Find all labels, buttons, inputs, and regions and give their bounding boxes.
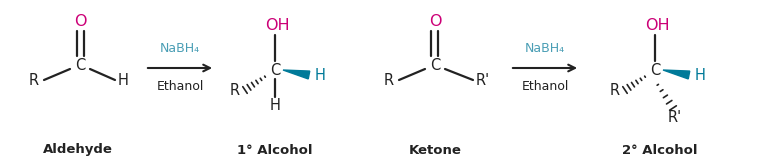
Text: NaBH₄: NaBH₄ [160, 43, 200, 56]
Text: H: H [118, 72, 128, 88]
Text: C: C [430, 57, 440, 72]
Text: R: R [384, 72, 394, 88]
Text: O: O [429, 13, 441, 28]
Text: Ethanol: Ethanol [521, 80, 569, 92]
Text: H: H [315, 68, 326, 83]
Text: O: O [73, 13, 86, 28]
Text: 1° Alcohol: 1° Alcohol [237, 144, 312, 156]
Text: R: R [230, 83, 240, 97]
Text: R: R [29, 72, 39, 88]
Text: R': R' [668, 111, 682, 125]
Text: 2° Alcohol: 2° Alcohol [622, 144, 697, 156]
Text: C: C [270, 63, 280, 77]
Text: NaBH₄: NaBH₄ [525, 43, 565, 56]
Text: C: C [650, 63, 660, 77]
Text: H: H [269, 99, 280, 113]
Text: C: C [75, 57, 85, 72]
Polygon shape [283, 70, 310, 79]
Text: Ketone: Ketone [408, 144, 462, 156]
Polygon shape [663, 70, 690, 79]
Text: Aldehyde: Aldehyde [43, 144, 113, 156]
Text: Ethanol: Ethanol [156, 80, 204, 92]
Text: R': R' [476, 72, 490, 88]
Text: OH: OH [265, 17, 289, 32]
Text: R: R [610, 83, 620, 97]
Text: H: H [694, 68, 705, 83]
Text: OH: OH [644, 17, 669, 32]
